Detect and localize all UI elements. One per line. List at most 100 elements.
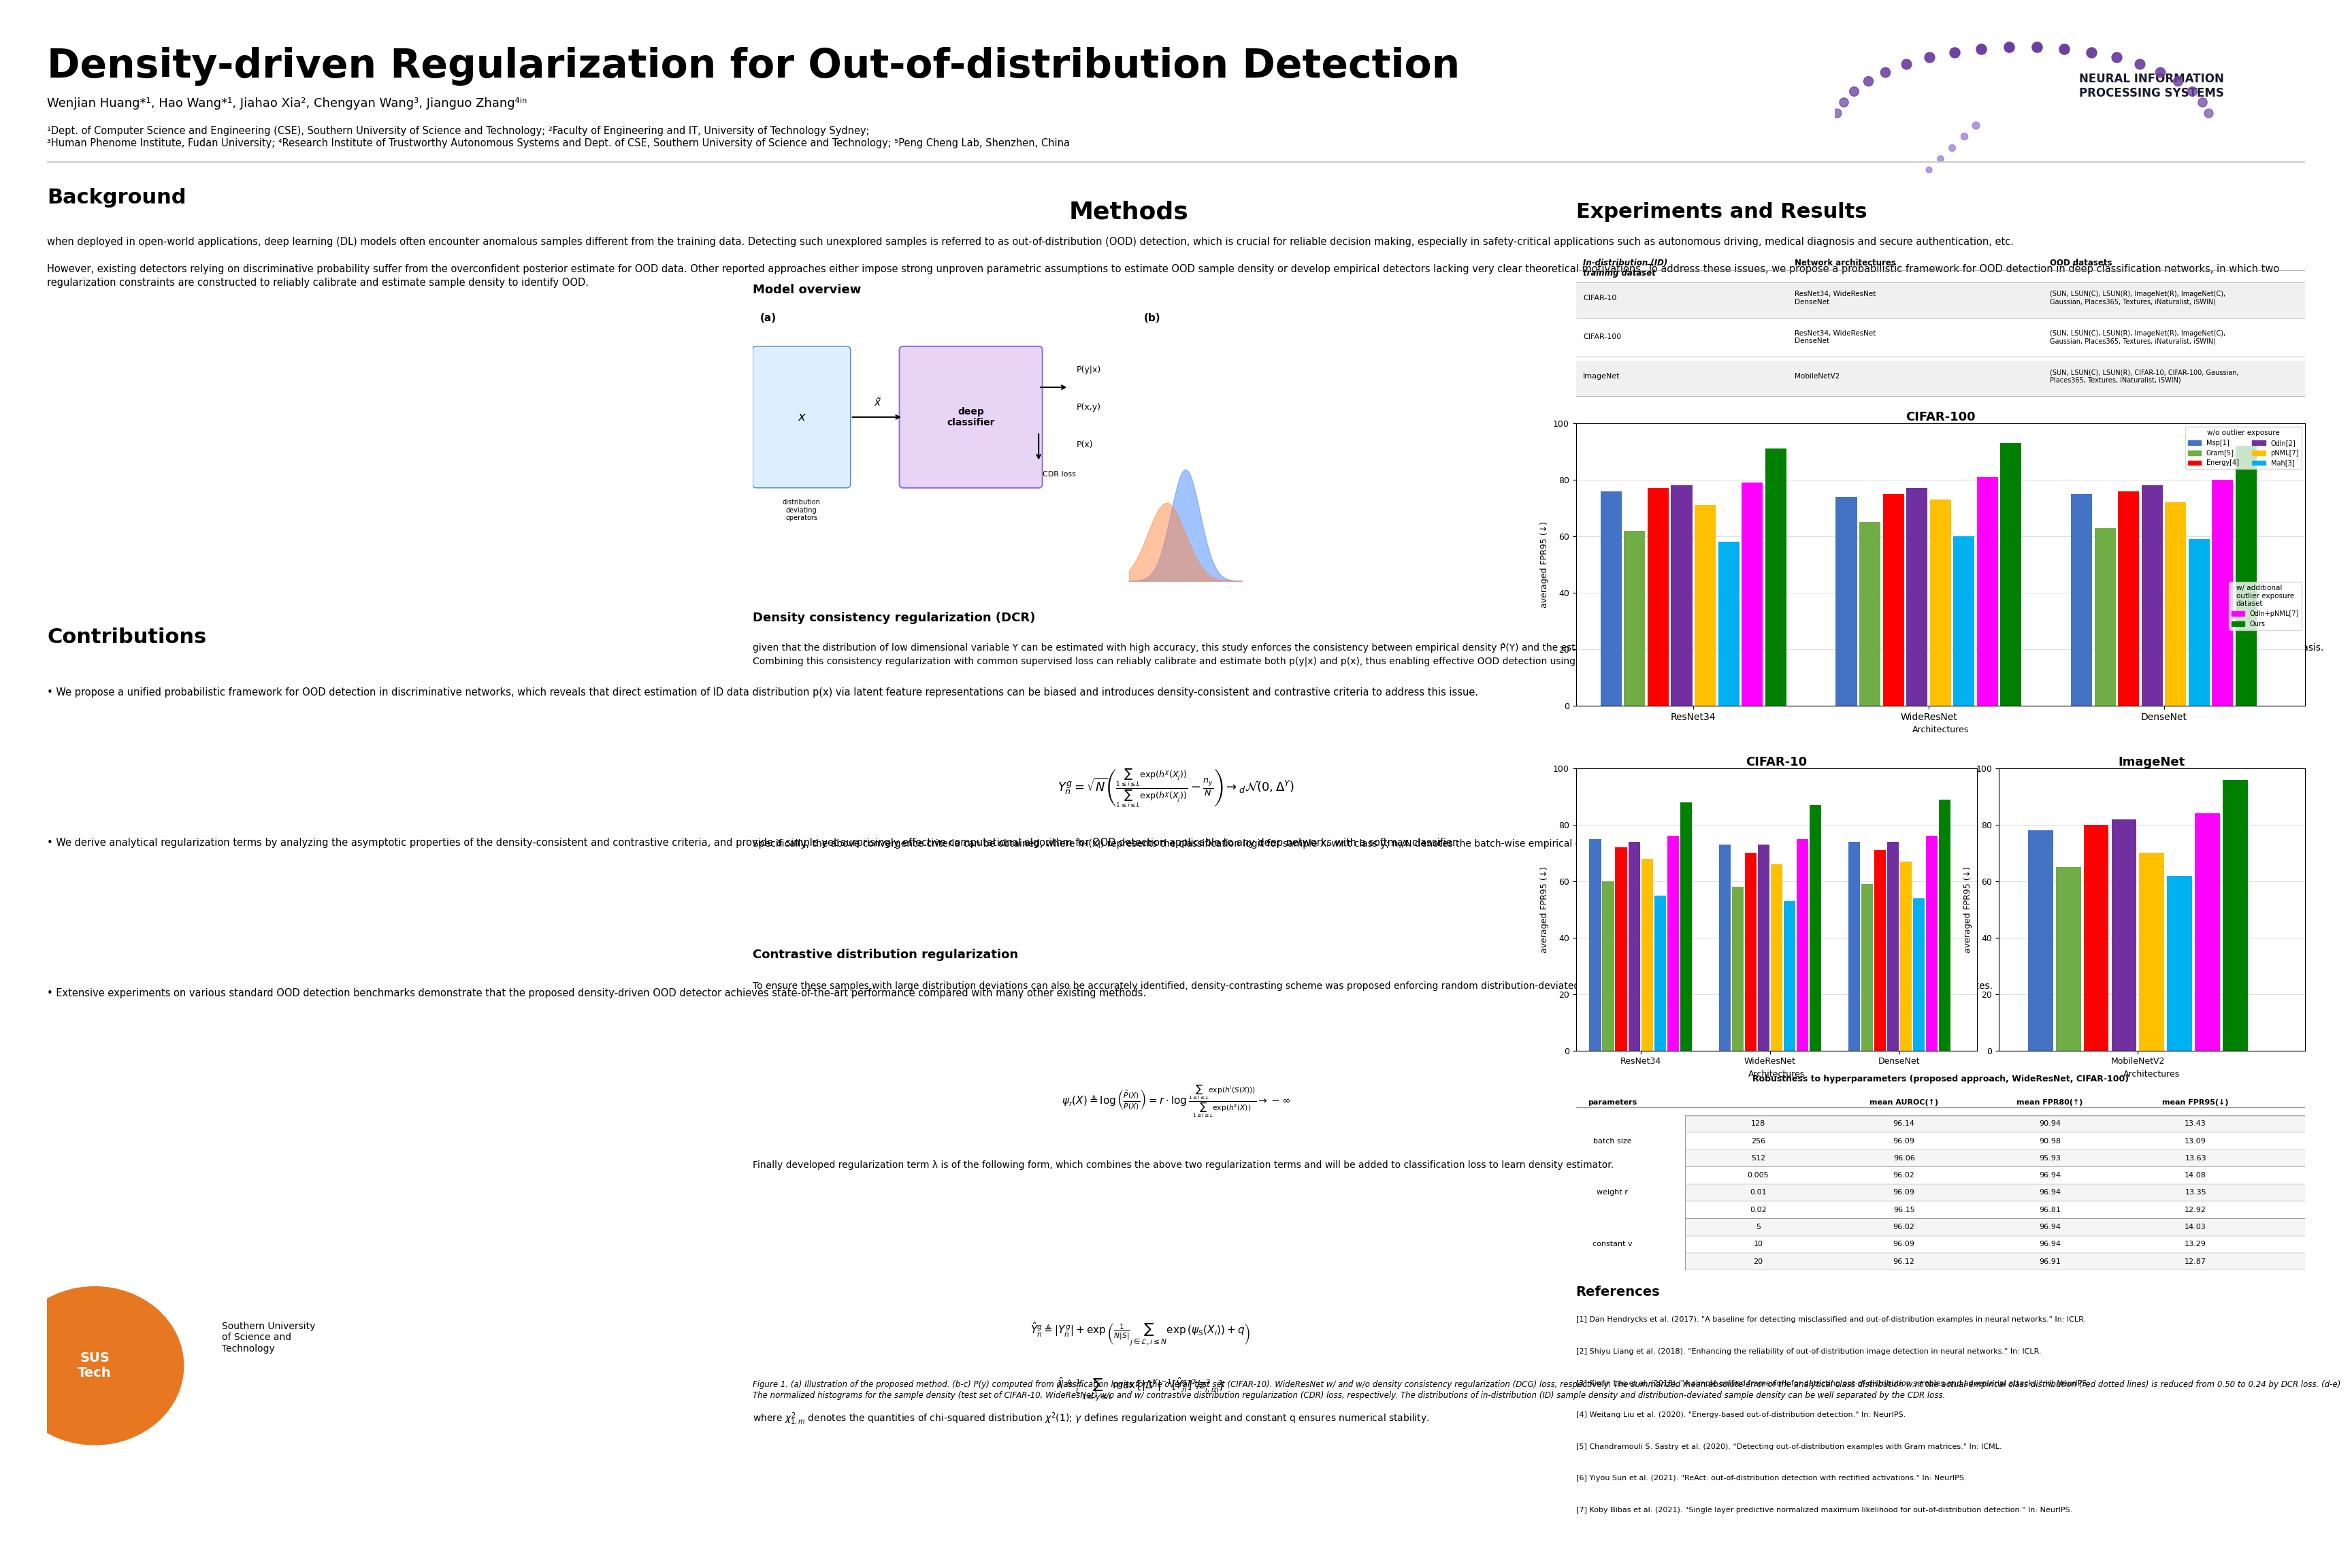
Point: [1990, 34, 2027, 60]
Text: ¹Dept. of Computer Science and Engineering (CSE), Southern University of Science: ¹Dept. of Computer Science and Engineeri…: [47, 125, 1070, 147]
Bar: [1757, 845, 1769, 1051]
Bar: [1668, 836, 1679, 1051]
Text: P(x): P(x): [1077, 441, 1094, 448]
Bar: [2072, 494, 2093, 706]
Text: Network architectures: Network architectures: [1795, 259, 1896, 268]
Text: Density-driven Regularization for Out-of-distribution Detection: Density-driven Regularization for Out-of…: [47, 47, 1461, 86]
Bar: [2187, 539, 2209, 706]
Bar: [2140, 486, 2161, 706]
Text: where $\chi_{1,m}^2$ denotes the quantities of chi-squared distribution $\chi^2(: where $\chi_{1,m}^2$ denotes the quantit…: [753, 1411, 1430, 1427]
Text: Experiments and Results: Experiments and Results: [1576, 202, 1867, 221]
Bar: [1764, 448, 1788, 706]
Bar: [2056, 867, 2082, 1051]
Bar: [2093, 528, 2117, 706]
Text: 12.87: 12.87: [2185, 1258, 2206, 1265]
Text: • Extensive experiments on various standard OOD detection benchmarks demonstrate: • Extensive experiments on various stand…: [47, 988, 1145, 999]
Text: 20: 20: [1752, 1258, 1764, 1265]
Text: [5] Chandramouli S. Sastry et al. (2020). "Detecting out-of-distribution example: [5] Chandramouli S. Sastry et al. (2020)…: [1576, 1443, 2002, 1450]
Text: 96.81: 96.81: [2039, 1206, 2060, 1214]
Bar: [1602, 881, 1613, 1051]
Text: 96.12: 96.12: [1893, 1258, 1915, 1265]
Text: Finally developed regularization term λ is of the following form, which combines: Finally developed regularization term λ …: [753, 1160, 1613, 1170]
Text: 13.35: 13.35: [2185, 1189, 2206, 1196]
Bar: [1717, 543, 1738, 706]
Text: mean FPR95(↓): mean FPR95(↓): [2161, 1099, 2230, 1105]
Text: 5: 5: [1755, 1223, 1762, 1231]
Text: 10: 10: [1752, 1240, 1764, 1248]
FancyBboxPatch shape: [1684, 1115, 2305, 1132]
Bar: [1599, 491, 1621, 706]
Text: [3] Kimin Lee et al. (2018). "A simple unified framework for detecting out-of-di: [3] Kimin Lee et al. (2018). "A simple u…: [1576, 1380, 2089, 1386]
Text: batch size: batch size: [1592, 1137, 1632, 1145]
Text: when deployed in open-world applications, deep learning (DL) models often encoun: when deployed in open-world applications…: [47, 237, 2279, 287]
Text: 96.94: 96.94: [2039, 1171, 2060, 1179]
Bar: [1912, 898, 1924, 1051]
Text: 96.14: 96.14: [1893, 1121, 1915, 1127]
Point: [1910, 45, 1947, 71]
Text: 0.01: 0.01: [1750, 1189, 1766, 1196]
Text: References: References: [1576, 1286, 1661, 1298]
Text: ResNet34, WideResNet
DenseNet: ResNet34, WideResNet DenseNet: [1795, 290, 1877, 306]
Point: [2018, 34, 2056, 60]
Bar: [1905, 488, 1929, 706]
Bar: [2140, 853, 2164, 1051]
Y-axis label: averaged FPR95 (↓): averaged FPR95 (↓): [1541, 521, 1550, 608]
Bar: [1938, 800, 1950, 1051]
Point: [1933, 135, 1971, 160]
Point: [1867, 60, 1905, 85]
Bar: [1719, 845, 1731, 1051]
Point: [1818, 100, 1856, 125]
FancyBboxPatch shape: [1684, 1149, 2305, 1167]
Bar: [1837, 497, 1858, 706]
Bar: [1900, 861, 1912, 1051]
Text: 96.02: 96.02: [1893, 1223, 1915, 1231]
Bar: [1929, 500, 1950, 706]
Bar: [1731, 887, 1743, 1051]
Point: [2046, 36, 2084, 61]
Text: 256: 256: [1750, 1137, 1766, 1145]
Bar: [1875, 850, 1886, 1051]
Text: 95.93: 95.93: [2039, 1154, 2060, 1162]
Bar: [1628, 842, 1639, 1051]
FancyBboxPatch shape: [1576, 361, 2305, 397]
FancyBboxPatch shape: [1684, 1184, 2305, 1201]
Point: [2098, 45, 2136, 71]
Text: mean FPR80(↑): mean FPR80(↑): [2016, 1099, 2084, 1105]
Bar: [1771, 864, 1783, 1051]
Text: 13.63: 13.63: [2185, 1154, 2206, 1162]
Bar: [2194, 814, 2220, 1051]
Bar: [2027, 831, 2053, 1051]
Text: given that the distribution of low dimensional variable Y can be estimated with : given that the distribution of low dimen…: [753, 643, 2324, 666]
Bar: [1809, 804, 1820, 1051]
Text: weight r: weight r: [1597, 1189, 1628, 1196]
Bar: [1670, 486, 1693, 706]
Text: $\hat{\lambda} \triangleq \frac{1}{L}\sum_{1 \leq y \leq L} \max\{|\Delta^Y|^{-1: $\hat{\lambda} \triangleq \frac{1}{L}\su…: [1056, 1377, 1225, 1402]
Text: CIFAR-10: CIFAR-10: [1583, 295, 1616, 301]
Text: Background: Background: [47, 188, 186, 209]
Bar: [2234, 445, 2258, 706]
X-axis label: Architectures: Architectures: [2124, 1069, 2180, 1079]
Text: Contributions: Contributions: [47, 627, 207, 648]
Bar: [1999, 444, 2023, 706]
Bar: [1849, 842, 1860, 1051]
Text: 96.94: 96.94: [2039, 1223, 2060, 1231]
Text: distribution
deviating
operators: distribution deviating operators: [783, 499, 821, 522]
Text: x: x: [797, 411, 804, 423]
Text: [7] Koby Bibas et al. (2021). "Single layer predictive normalized maximum likeli: [7] Koby Bibas et al. (2021). "Single la…: [1576, 1507, 2072, 1513]
Bar: [1860, 884, 1872, 1051]
Text: CDR loss: CDR loss: [1042, 472, 1075, 478]
Text: 96.02: 96.02: [1893, 1171, 1915, 1179]
Text: 0.005: 0.005: [1748, 1171, 1769, 1179]
FancyBboxPatch shape: [1684, 1218, 2305, 1236]
Text: 90.94: 90.94: [2039, 1121, 2060, 1127]
Text: Robustness to hyperparameters (proposed approach, WideResNet, CIFAR-100): Robustness to hyperparameters (proposed …: [1752, 1074, 2129, 1083]
FancyBboxPatch shape: [1684, 1253, 2305, 1270]
Title: CIFAR-10: CIFAR-10: [1745, 756, 1806, 768]
Point: [1898, 168, 1936, 193]
Text: P(x,y): P(x,y): [1077, 403, 1101, 412]
Bar: [2166, 875, 2192, 1051]
Text: constant v: constant v: [1592, 1240, 1632, 1248]
Bar: [1653, 895, 1665, 1051]
Text: 512: 512: [1750, 1154, 1766, 1162]
Bar: [1740, 483, 1764, 706]
